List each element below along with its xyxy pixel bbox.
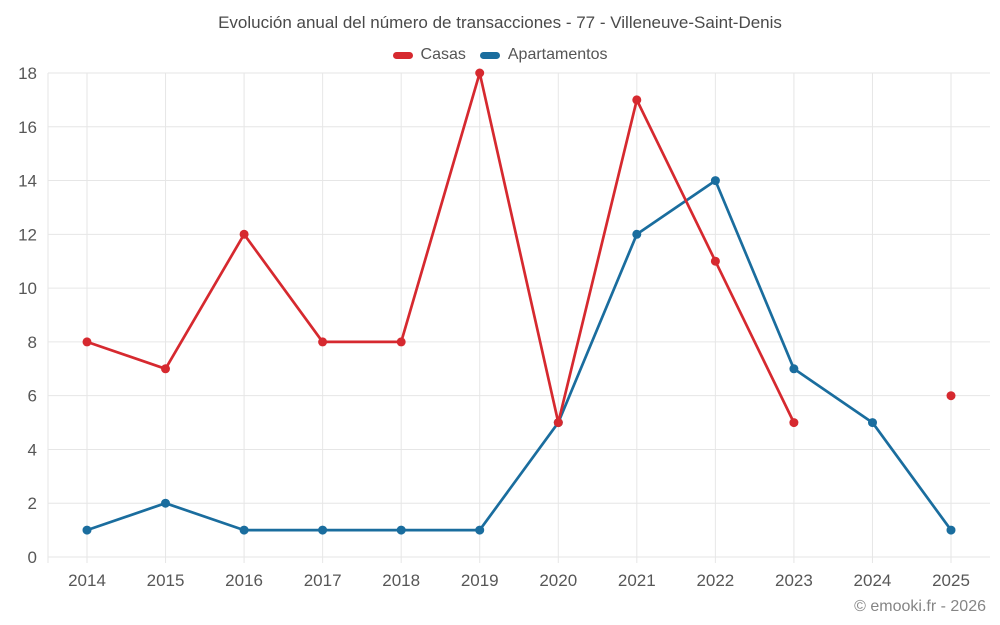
- legend-item-casas[interactable]: Casas: [392, 46, 466, 64]
- svg-text:2021: 2021: [618, 571, 656, 590]
- svg-text:6: 6: [28, 387, 37, 406]
- legend: Casas Apartamentos: [0, 46, 1000, 64]
- svg-text:12: 12: [18, 225, 37, 244]
- legend-label-casas: Casas: [420, 46, 466, 63]
- chart-title: Evolución anual del número de transaccio…: [218, 13, 782, 32]
- legend-label-apartamentos: Apartamentos: [507, 46, 608, 63]
- svg-text:8: 8: [28, 333, 37, 352]
- svg-text:10: 10: [18, 279, 37, 298]
- svg-text:2023: 2023: [775, 571, 813, 590]
- legend-marker-apartamentos-icon: [479, 51, 500, 59]
- legend-item-apartamentos[interactable]: Apartamentos: [479, 46, 608, 64]
- svg-text:14: 14: [18, 172, 37, 191]
- svg-text:2024: 2024: [854, 571, 892, 590]
- svg-text:2014: 2014: [68, 571, 106, 590]
- svg-text:2022: 2022: [696, 571, 734, 590]
- svg-text:2020: 2020: [539, 571, 577, 590]
- svg-text:16: 16: [18, 118, 37, 137]
- svg-text:0: 0: [28, 548, 37, 567]
- legend-marker-casas-icon: [392, 51, 413, 59]
- svg-text:2: 2: [28, 494, 37, 513]
- svg-text:4: 4: [28, 440, 37, 459]
- svg-text:2025: 2025: [932, 571, 970, 590]
- svg-text:2015: 2015: [147, 571, 185, 590]
- footer-credit: © emooki.fr - 2026: [854, 598, 986, 615]
- svg-text:2019: 2019: [461, 571, 499, 590]
- svg-text:2018: 2018: [382, 571, 420, 590]
- svg-text:2016: 2016: [225, 571, 263, 590]
- svg-text:18: 18: [18, 64, 37, 83]
- svg-text:2017: 2017: [304, 571, 342, 590]
